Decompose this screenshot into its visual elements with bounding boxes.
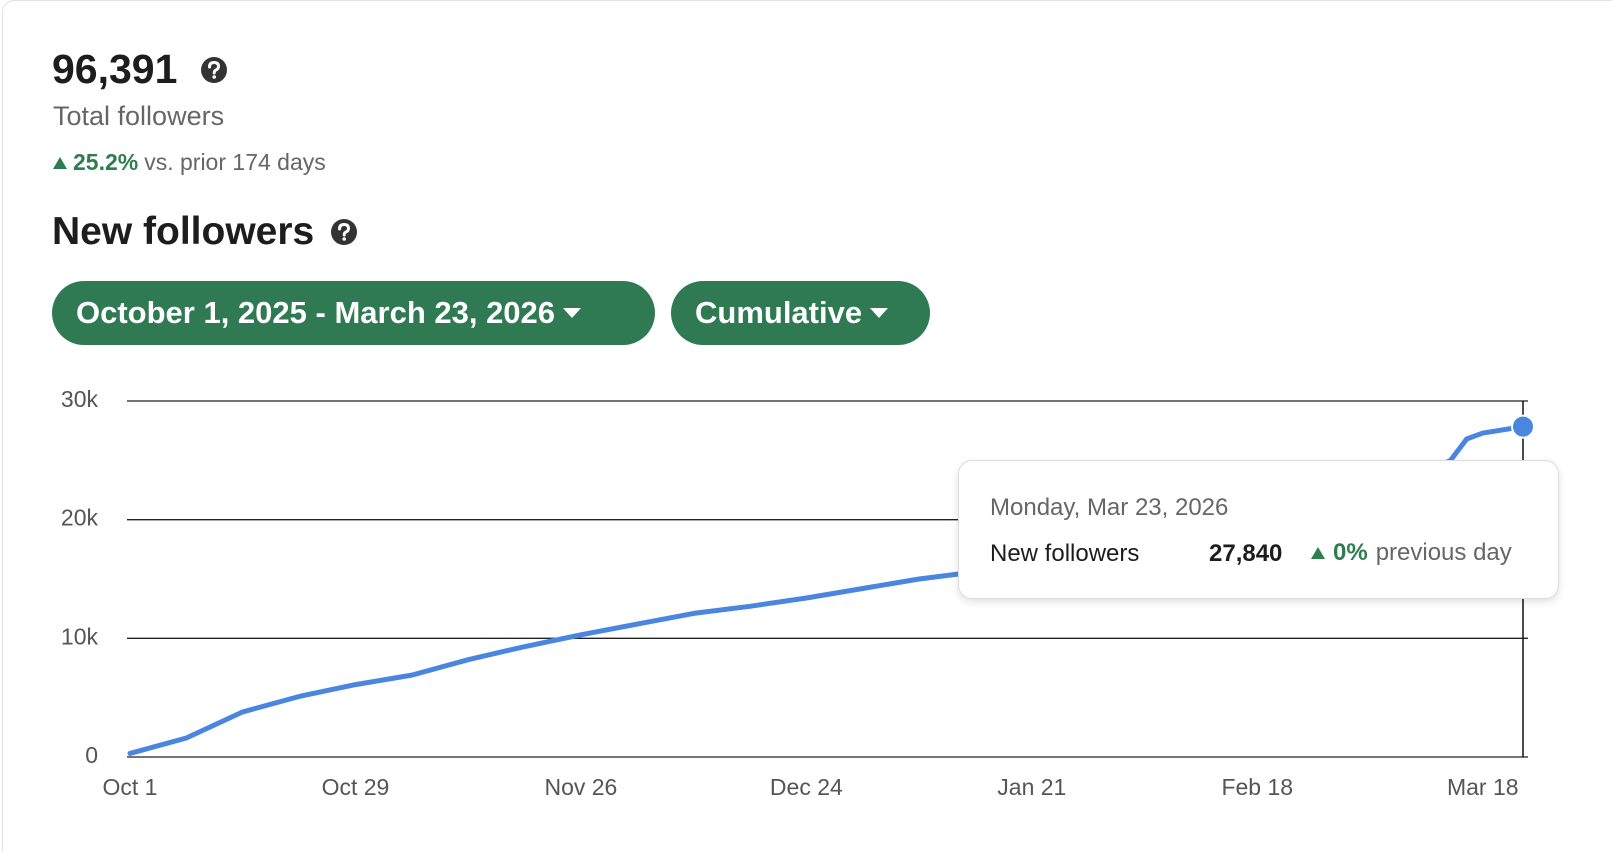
tooltip-label: New followers xyxy=(990,540,1140,567)
tooltip-date: Monday, Mar 23, 2026 xyxy=(990,494,1229,521)
caret xyxy=(563,308,582,318)
tooltip: Monday, Mar 23, 2026 New followers 27,84… xyxy=(958,460,1559,599)
x-tick-label: Feb 18 xyxy=(1221,774,1293,800)
change-row: 25.2% vs. prior 174 days xyxy=(53,149,326,176)
x-tick-label: Mar 18 xyxy=(1447,774,1519,800)
help-icon[interactable] xyxy=(330,218,358,246)
y-tick-label: 20k xyxy=(61,505,99,531)
x-tick-label: Jan 21 xyxy=(997,774,1066,800)
change-label: vs. prior 174 days xyxy=(144,149,326,175)
tooltip-change-label: previous day xyxy=(1375,539,1512,566)
y-tick-label: 10k xyxy=(61,623,99,649)
up-triangle xyxy=(53,156,67,169)
highlight-point xyxy=(1511,414,1535,439)
y-tick-label: 0 xyxy=(85,742,98,768)
x-tick-label: Nov 26 xyxy=(544,774,617,800)
x-tick-label: Oct 29 xyxy=(322,774,390,800)
caret xyxy=(870,308,889,318)
y-tick-label: 30k xyxy=(61,386,99,412)
tooltip-value: 27,840 xyxy=(1209,540,1283,567)
total-label: Total followers xyxy=(53,101,225,131)
section-title: New followers xyxy=(52,210,315,253)
tooltip-change-value: 0% xyxy=(1333,539,1368,566)
mode: Cumulative xyxy=(695,295,863,330)
x-tick-label: Dec 24 xyxy=(770,774,843,800)
mode-button[interactable]: Cumulative xyxy=(671,281,930,345)
x-tick-label: Oct 1 xyxy=(103,774,158,800)
tooltip-change: 0% previous day xyxy=(1311,539,1512,567)
up-triangle xyxy=(1311,547,1325,559)
total-followers: 96,391 xyxy=(52,46,178,92)
help-icon[interactable] xyxy=(200,56,228,84)
change-value: 25.2% xyxy=(73,149,139,175)
date-range: October 1, 2025 - March 23, 2026 xyxy=(76,295,556,330)
date-range-button[interactable]: October 1, 2025 - March 23, 2026 xyxy=(52,281,655,345)
